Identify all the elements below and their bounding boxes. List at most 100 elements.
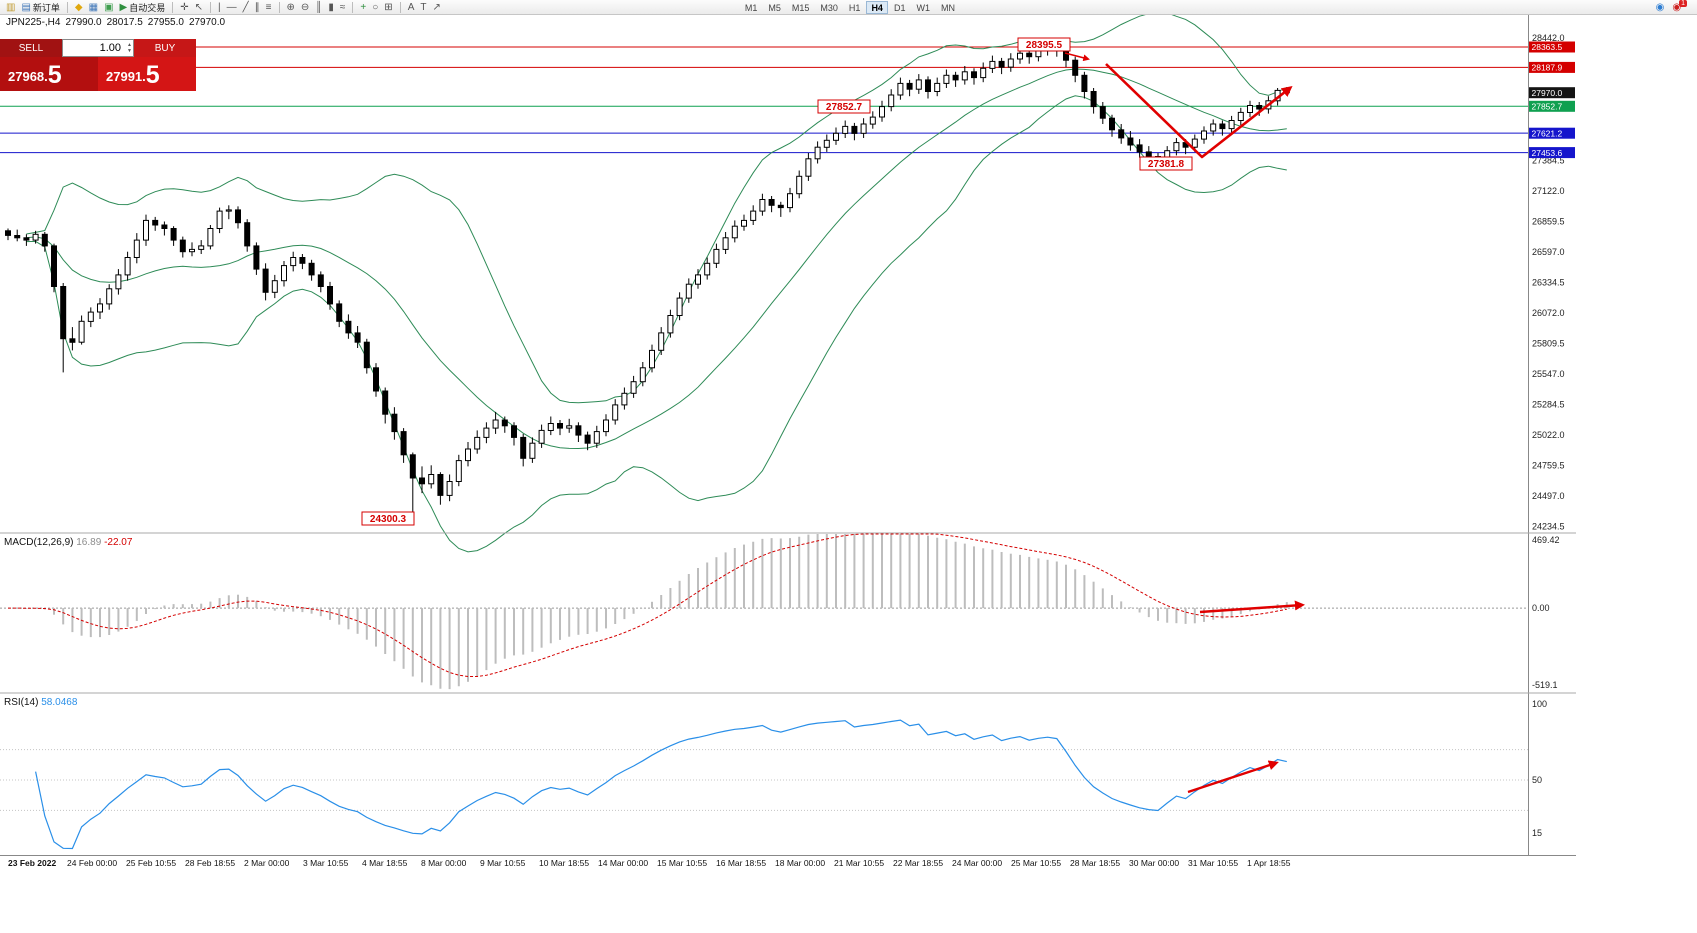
macd-histogram bbox=[16, 534, 1288, 690]
time-axis-label: 23 Feb 2022 bbox=[8, 858, 56, 868]
line-chart-icon[interactable]: ≈ bbox=[338, 1, 348, 14]
price-badge bbox=[1529, 127, 1575, 139]
macd-signal-line bbox=[8, 533, 1287, 677]
arrow-object-icon[interactable]: ↗ bbox=[430, 1, 442, 14]
timeframe-m30[interactable]: M30 bbox=[820, 2, 838, 13]
trendline-icon[interactable]: ╱ bbox=[241, 1, 251, 14]
text-icon[interactable]: A bbox=[406, 1, 417, 14]
add-indicator-icon-glyph: + bbox=[360, 1, 367, 13]
sell-button[interactable]: SELL bbox=[0, 39, 62, 57]
timeframe-w1[interactable]: W1 bbox=[916, 2, 930, 13]
bollinger-lower-band bbox=[26, 95, 1287, 553]
candlestick-chart-icon[interactable]: ▮ bbox=[326, 1, 336, 14]
horizontal-line-icon[interactable]: — bbox=[225, 1, 239, 14]
price-axis-label: 25022.0 bbox=[1532, 430, 1565, 440]
time-axis-label: 21 Mar 10:55 bbox=[834, 858, 884, 868]
volume-field[interactable]: 1.00 ▲ ▼ bbox=[62, 39, 134, 57]
channel-icon[interactable]: ∥ bbox=[253, 1, 262, 14]
price-annotation[interactable]: 28395.5 bbox=[1017, 37, 1071, 52]
community-icon-glyph: ◉ bbox=[1655, 1, 1665, 13]
volume-value[interactable]: 1.00 bbox=[99, 42, 121, 54]
timeframe-h1[interactable]: H1 bbox=[848, 2, 861, 13]
timeframe-d1[interactable]: D1 bbox=[893, 2, 906, 13]
trendline-icon-glyph: ╱ bbox=[242, 1, 249, 13]
volume-up-icon[interactable]: ▲ bbox=[127, 42, 132, 48]
timeframe-h4[interactable]: H4 bbox=[866, 0, 888, 14]
price-axis-label: 25547.0 bbox=[1532, 369, 1565, 379]
community-icon[interactable]: ◉ bbox=[1654, 1, 1667, 14]
cursor-icon[interactable]: ↖ bbox=[193, 1, 205, 14]
price-axis-label: 26859.5 bbox=[1532, 217, 1565, 227]
svg-text:27852.7: 27852.7 bbox=[826, 102, 863, 113]
svg-text:28395.5: 28395.5 bbox=[1026, 40, 1063, 51]
price-badge bbox=[1529, 61, 1575, 73]
label-icon[interactable]: T bbox=[418, 1, 428, 14]
arrow-object-icon-glyph: ↗ bbox=[432, 1, 441, 13]
timeframe-m5[interactable]: M5 bbox=[768, 2, 781, 13]
timeframe-m15[interactable]: M15 bbox=[791, 2, 810, 13]
crosshair-icon[interactable]: ✛ bbox=[178, 1, 190, 14]
macd-indicator-label: MACD(12,26,9) 16.89 -22.07 bbox=[4, 537, 133, 548]
new-order-glyph: ▤ bbox=[21, 1, 31, 13]
buy-button[interactable]: BUY bbox=[134, 39, 196, 57]
timeframe-m1[interactable]: M1 bbox=[744, 2, 758, 13]
data-window-icon[interactable]: ▣ bbox=[102, 1, 115, 14]
tile-windows-icon-glyph: ⊞ bbox=[384, 1, 393, 13]
metaeditor-icon-glyph: ◆ bbox=[74, 1, 83, 13]
notifications-icon-glyph: ◉ bbox=[1672, 1, 1682, 13]
toolbar-left: ▥ ▤ 新订单 ◆ ▦ ▣ ▶ 自动交易 ✛ ↖ | — ╱ ∥ ≡ ⊕ ⊖ ║ ▮ ≈ + ○ ⊞ A T ↗ bbox=[4, 1, 443, 14]
period-clock-icon[interactable]: ○ bbox=[370, 1, 380, 14]
fibonacci-icon[interactable]: ≡ bbox=[264, 1, 274, 14]
macd-arrow[interactable] bbox=[1199, 600, 1306, 614]
algo-trading-button[interactable]: ▶ 自动交易 bbox=[118, 1, 168, 14]
toolbar-separator bbox=[352, 1, 354, 13]
price-badge-label: 27852.7 bbox=[1532, 102, 1563, 112]
volume-spinner[interactable]: ▲ ▼ bbox=[127, 40, 132, 56]
time-axis-label: 25 Mar 10:55 bbox=[1011, 858, 1061, 868]
timeframe-mn[interactable]: MN bbox=[940, 2, 955, 13]
price-axis-label: 24234.5 bbox=[1532, 521, 1565, 531]
volume-down-icon[interactable]: ▼ bbox=[127, 48, 132, 54]
rsi-arrow[interactable] bbox=[1187, 760, 1279, 794]
vertical-line-icon-glyph: | bbox=[218, 1, 221, 13]
new-chart-icon[interactable]: ▥ bbox=[4, 1, 17, 14]
time-axis-label: 28 Feb 18:55 bbox=[185, 858, 235, 868]
vertical-line-icon[interactable]: | bbox=[216, 1, 223, 14]
price-axis-label: 27122.0 bbox=[1532, 186, 1565, 196]
zoom-in-icon[interactable]: ⊕ bbox=[285, 1, 297, 14]
bar-chart-icon[interactable]: ║ bbox=[313, 1, 324, 14]
svg-text:27381.8: 27381.8 bbox=[1148, 159, 1185, 170]
notifications-icon[interactable]: ◉ 1 bbox=[1670, 0, 1689, 14]
price-axis-label: 26597.0 bbox=[1532, 247, 1565, 257]
time-axis-label: 15 Mar 10:55 bbox=[657, 858, 707, 868]
market-watch-icon-glyph: ▦ bbox=[88, 1, 99, 13]
price-axis-label: 26072.0 bbox=[1532, 308, 1565, 318]
bar-chart-icon-glyph: ║ bbox=[315, 1, 323, 13]
price-annotation[interactable]: 27381.8 bbox=[1139, 156, 1193, 171]
metaeditor-icon[interactable]: ◆ bbox=[73, 1, 85, 14]
trend-arrow[interactable] bbox=[1105, 63, 1293, 159]
price-axis-label: 28442.0 bbox=[1532, 33, 1565, 43]
macd-axis-label: -519.1 bbox=[1532, 680, 1558, 690]
data-window-icon-glyph: ▣ bbox=[104, 1, 114, 13]
price-axis-label: 24497.0 bbox=[1532, 491, 1565, 501]
time-axis-label: 18 Mar 00:00 bbox=[775, 858, 825, 868]
tile-windows-icon[interactable]: ⊞ bbox=[382, 1, 394, 14]
fibonacci-icon-glyph: ≡ bbox=[265, 1, 272, 13]
annotation-pointer-arrow[interactable] bbox=[1064, 52, 1090, 62]
time-axis-label: 28 Mar 18:55 bbox=[1070, 858, 1120, 868]
sell-price[interactable]: 27968. 5 bbox=[0, 57, 98, 91]
new-order-button[interactable]: ▤ 新订单 bbox=[19, 1, 61, 14]
price-axis-label: 27384.5 bbox=[1532, 156, 1565, 166]
time-axis-label: 30 Mar 00:00 bbox=[1129, 858, 1179, 868]
price-annotation[interactable]: 27852.7 bbox=[817, 99, 871, 114]
buy-price[interactable]: 27991. 5 bbox=[98, 57, 196, 91]
price-axis-label: 24759.5 bbox=[1532, 460, 1565, 470]
period-clock-icon-glyph: ○ bbox=[372, 1, 379, 13]
zoom-out-icon[interactable]: ⊖ bbox=[299, 1, 311, 14]
price-annotation[interactable]: 24300.3 bbox=[361, 511, 415, 526]
market-watch-icon[interactable]: ▦ bbox=[87, 1, 100, 14]
add-indicator-icon[interactable]: + bbox=[358, 1, 368, 14]
toolbar-separator bbox=[66, 1, 68, 13]
